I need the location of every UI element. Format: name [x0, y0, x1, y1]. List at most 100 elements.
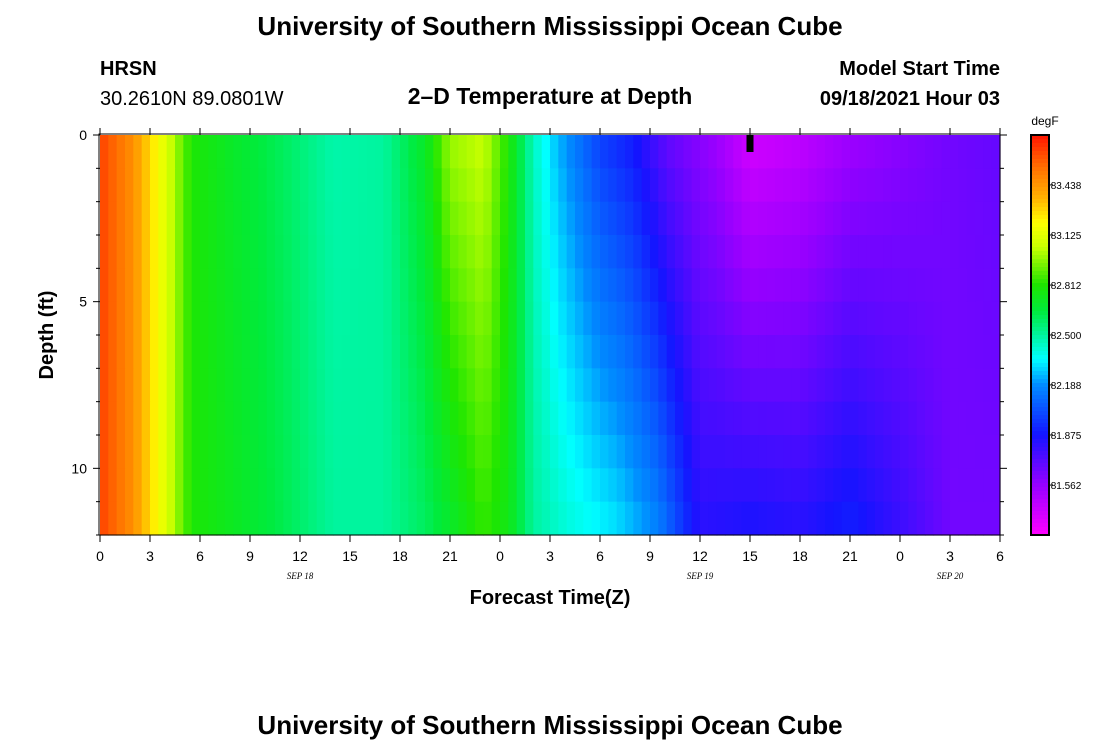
heatmap-cell — [783, 435, 793, 469]
heatmap-cell — [816, 235, 826, 269]
heatmap-cell — [858, 335, 868, 369]
heatmap-cell — [741, 235, 751, 269]
heatmap-cell — [966, 368, 976, 403]
heatmap-cell — [500, 235, 509, 269]
heatmap-cell — [225, 468, 234, 503]
heatmap-cell — [816, 335, 826, 369]
heatmap-cell — [716, 368, 726, 403]
heatmap-cell — [383, 201, 393, 236]
heatmap-cell — [300, 435, 309, 469]
heatmap-cell — [700, 368, 709, 403]
heatmap-cell — [100, 435, 109, 469]
heatmap-cell — [733, 335, 743, 369]
heatmap-cell — [100, 301, 109, 336]
heatmap-cell — [316, 335, 326, 369]
heatmap-cell — [225, 235, 234, 269]
heatmap-cell — [791, 401, 801, 436]
heatmap-cell — [341, 135, 351, 169]
heatmap-cell — [850, 235, 859, 269]
heatmap-cell — [475, 335, 484, 369]
heatmap-cell — [433, 135, 443, 169]
heatmap-cell — [241, 368, 251, 403]
colorbar-swatch — [1031, 427, 1049, 432]
heatmap-cell — [400, 301, 409, 336]
x-tick-label: 21 — [442, 548, 458, 564]
heatmap-cell — [733, 135, 743, 169]
heatmap-cell — [533, 501, 543, 536]
heatmap-cell — [233, 168, 243, 203]
heatmap-cell — [283, 235, 293, 269]
heatmap-cell — [975, 501, 984, 536]
heatmap-cell — [650, 435, 659, 469]
heatmap-cell — [691, 368, 701, 403]
heatmap-cell — [591, 268, 601, 303]
heatmap-cell — [508, 335, 518, 369]
heatmap-cell — [375, 301, 384, 336]
heatmap-cell — [491, 468, 501, 503]
colorbar-tick-label: 81.875 — [1051, 431, 1082, 442]
heatmap-cell — [158, 401, 168, 436]
heatmap-cell — [950, 168, 959, 203]
heatmap-cell — [941, 235, 951, 269]
heatmap-cell — [141, 368, 151, 403]
heatmap-cell — [283, 301, 293, 336]
heatmap-cell — [233, 235, 243, 269]
heatmap-cell — [550, 335, 559, 369]
heatmap-cell — [633, 435, 643, 469]
heatmap-cell — [391, 435, 401, 469]
heatmap-cell — [783, 268, 793, 303]
heatmap-cell — [925, 335, 934, 369]
colorbar-swatch — [1031, 163, 1049, 168]
heatmap-cell — [691, 135, 701, 169]
heatmap-cell — [850, 201, 859, 236]
heatmap-cell — [166, 268, 176, 303]
heatmap-cell — [650, 335, 659, 369]
heatmap-cell — [558, 235, 568, 269]
heatmap-cell — [216, 335, 226, 369]
heatmap-cell — [766, 301, 776, 336]
heatmap-cell — [266, 335, 276, 369]
heatmap-cell — [166, 135, 176, 169]
heatmap-cell — [391, 368, 401, 403]
heatmap-cell — [800, 235, 809, 269]
heatmap-cell — [408, 368, 418, 403]
heatmap-cell — [208, 168, 218, 203]
heatmap-cell — [283, 268, 293, 303]
heatmap-cell — [375, 501, 384, 536]
heatmap-cell — [933, 368, 943, 403]
heatmap-cell — [333, 401, 343, 436]
heatmap-cell — [508, 435, 518, 469]
colorbar-swatch — [1031, 263, 1049, 268]
heatmap-cell — [116, 468, 126, 503]
heatmap-cell — [783, 368, 793, 403]
heatmap-cell — [875, 368, 884, 403]
heatmap-cell — [808, 235, 818, 269]
heatmap-cell — [966, 468, 976, 503]
heatmap-cell — [533, 135, 543, 169]
heatmap-cell — [550, 235, 559, 269]
heatmap-cell — [491, 501, 501, 536]
heatmap-cell — [433, 468, 443, 503]
colorbar-units: degF — [1031, 114, 1058, 128]
heatmap-cell — [591, 301, 601, 336]
heatmap-cell — [758, 235, 768, 269]
y-axis: 0 5 10 — [71, 127, 1007, 536]
heatmap-cell — [275, 368, 284, 403]
current-time-marker — [746, 135, 754, 152]
heatmap-cell — [925, 201, 934, 236]
heatmap-cell — [233, 335, 243, 369]
heatmap-cell — [800, 335, 809, 369]
heatmap-cell — [983, 168, 993, 203]
heatmap-cell — [216, 368, 226, 403]
heatmap-cell — [991, 335, 1001, 369]
heatmap-cell — [725, 301, 734, 336]
heatmap-cell — [300, 368, 309, 403]
heatmap-cell — [566, 268, 576, 303]
heatmap-cell — [316, 135, 326, 169]
heatmap-cell — [391, 268, 401, 303]
heatmap-cell — [200, 468, 209, 503]
heatmap-cell — [733, 168, 743, 203]
heatmap-cell — [600, 135, 609, 169]
heatmap-cell — [275, 435, 284, 469]
heatmap-cell — [291, 235, 301, 269]
